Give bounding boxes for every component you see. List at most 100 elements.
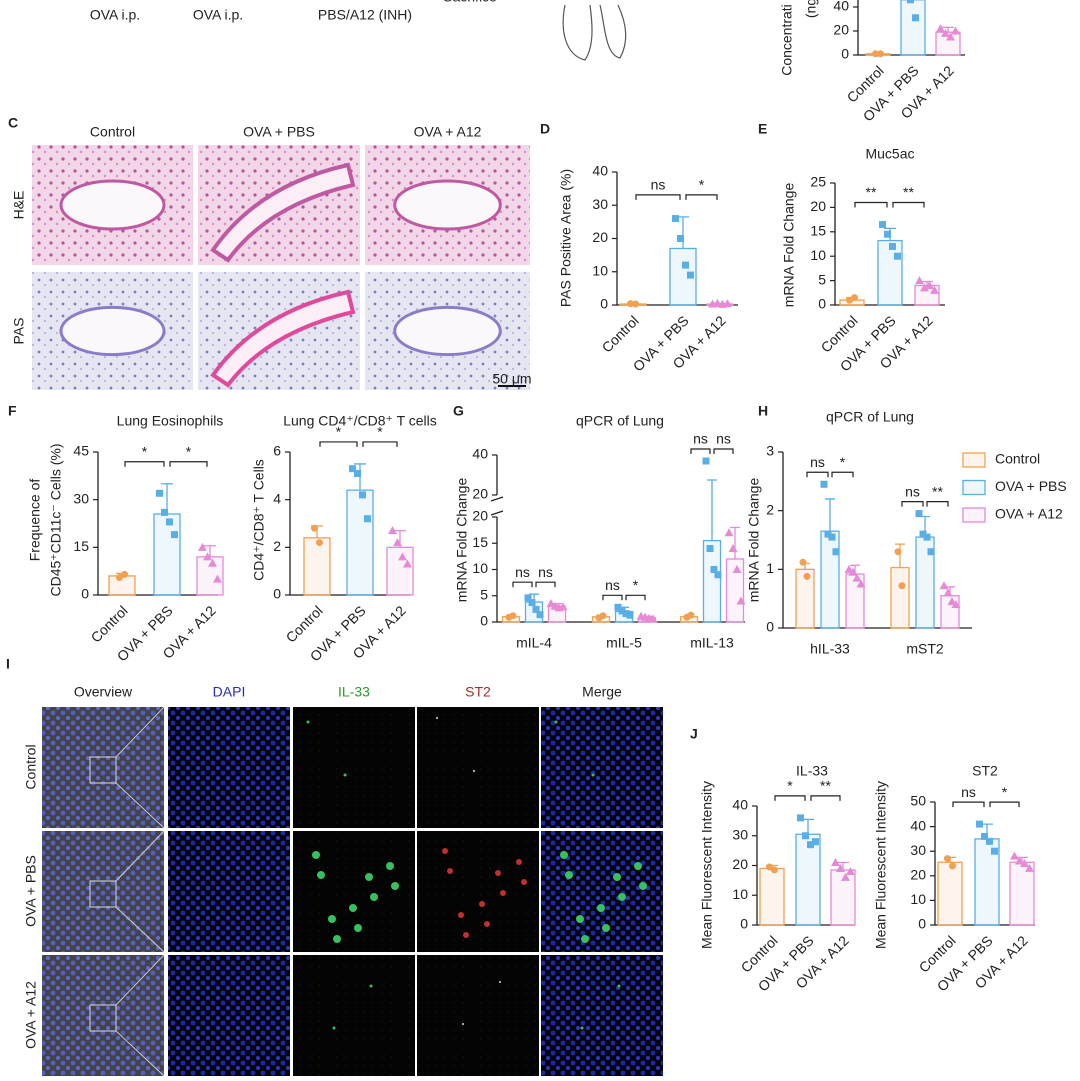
y-tick-label: 15 bbox=[810, 223, 826, 239]
legend-label: Control bbox=[995, 451, 1040, 467]
significance-label: ** bbox=[866, 184, 877, 200]
data-point bbox=[951, 600, 961, 609]
y-tick-label: 25 bbox=[810, 174, 826, 190]
data-point bbox=[894, 548, 902, 556]
bar bbox=[937, 861, 963, 926]
significance-bracket bbox=[810, 795, 841, 801]
y-tick-label: 0 bbox=[841, 46, 849, 62]
data-point bbox=[710, 566, 718, 573]
data-point bbox=[672, 215, 679, 223]
data-point bbox=[889, 242, 896, 250]
significance-bracket bbox=[169, 461, 208, 467]
fluorescence-image bbox=[168, 955, 290, 1076]
chart-title: Lung CD4⁺/CD8⁺ T cells bbox=[283, 413, 437, 429]
data-point bbox=[915, 276, 924, 285]
data-point bbox=[841, 872, 850, 881]
data-point bbox=[203, 552, 212, 561]
y-tick-label: 30 bbox=[73, 490, 89, 506]
st2-signal bbox=[436, 717, 438, 719]
data-point bbox=[820, 480, 828, 488]
il33-signal bbox=[565, 871, 573, 879]
data-point bbox=[812, 838, 819, 846]
y-tick-label: 10 bbox=[910, 891, 926, 907]
airway bbox=[59, 305, 166, 357]
zoom-line bbox=[115, 906, 165, 953]
data-point bbox=[930, 285, 939, 294]
fluorescence-image bbox=[42, 955, 164, 1076]
il33-signal bbox=[581, 935, 589, 943]
data-point bbox=[714, 571, 722, 579]
legend-label: OVA + A12 bbox=[995, 506, 1063, 522]
x-tick-label: mIL-5 bbox=[606, 635, 642, 651]
image-column-label: OVA + A12 bbox=[414, 124, 482, 140]
significance-bracket bbox=[774, 795, 806, 801]
data-point bbox=[121, 570, 128, 578]
data-point bbox=[626, 611, 634, 619]
data-point bbox=[349, 465, 356, 473]
data-point bbox=[923, 533, 931, 541]
y-tick-label: 20 bbox=[472, 486, 488, 502]
data-point bbox=[1015, 856, 1024, 865]
data-point bbox=[171, 531, 178, 539]
data-point bbox=[618, 607, 626, 615]
significance-bracket bbox=[831, 471, 854, 478]
bar bbox=[725, 558, 745, 623]
chart-title: ST2 bbox=[972, 763, 998, 779]
il33-signal bbox=[328, 915, 336, 923]
bar bbox=[702, 539, 722, 623]
data-point bbox=[884, 230, 891, 238]
y-tick-label: 0 bbox=[480, 613, 488, 629]
bar bbox=[877, 239, 903, 306]
fluorescence-image bbox=[417, 955, 539, 1076]
bar bbox=[890, 566, 910, 629]
data-point bbox=[702, 457, 710, 465]
data-point bbox=[872, 50, 879, 58]
zoom-line bbox=[115, 830, 165, 882]
data-point bbox=[851, 294, 858, 302]
fluorescence-image bbox=[293, 955, 415, 1076]
il33-signal bbox=[332, 1026, 336, 1030]
y-tick-label: 30 bbox=[732, 826, 748, 842]
data-point bbox=[912, 14, 919, 22]
error-bar bbox=[730, 526, 740, 559]
significance-label: ** bbox=[820, 778, 831, 794]
significance-label: * bbox=[699, 177, 705, 193]
data-point bbox=[558, 602, 568, 611]
zoom-line bbox=[115, 782, 165, 829]
data-point bbox=[364, 515, 371, 523]
fluorescence-image bbox=[293, 831, 415, 952]
y-axis-label: mRNA Fold Change bbox=[781, 183, 797, 308]
fluorescence-image bbox=[541, 955, 663, 1076]
bar bbox=[759, 867, 785, 926]
data-point bbox=[951, 26, 960, 35]
image-row-label: H&E bbox=[11, 191, 27, 220]
data-point bbox=[832, 548, 840, 556]
channel-label: Merge bbox=[582, 684, 622, 700]
il33-signal bbox=[602, 924, 610, 932]
data-point bbox=[877, 50, 884, 58]
panel-letter: E bbox=[758, 121, 767, 137]
significance-bracket bbox=[926, 501, 949, 507]
y-axis-label: CD4⁺/CD8⁺ T Cells bbox=[251, 459, 267, 581]
data-point bbox=[354, 469, 361, 477]
data-point bbox=[936, 24, 945, 33]
channel-label: IL-33 bbox=[338, 684, 370, 700]
significance-label: ns bbox=[651, 177, 666, 193]
data-point bbox=[532, 605, 540, 613]
significance-label: ns bbox=[605, 577, 620, 593]
y-tick-label: 10 bbox=[732, 886, 748, 902]
data-point bbox=[736, 596, 746, 605]
significance-bracket bbox=[602, 594, 623, 601]
il33-signal bbox=[617, 984, 621, 988]
il33-signal bbox=[613, 873, 621, 881]
panel-letter: G bbox=[453, 403, 464, 419]
y-tick-label: 10 bbox=[810, 247, 826, 263]
y-tick-label: 20 bbox=[592, 229, 608, 245]
il33-signal bbox=[369, 984, 373, 988]
significance-bracket bbox=[319, 441, 358, 447]
y-tick-label: 20 bbox=[910, 867, 926, 883]
y-axis-label: mRNA Fold Change bbox=[454, 478, 470, 603]
scale-bar-label: 50 μm bbox=[492, 371, 531, 387]
y-tick-label: 20 bbox=[472, 508, 488, 524]
data-point bbox=[1025, 863, 1034, 872]
